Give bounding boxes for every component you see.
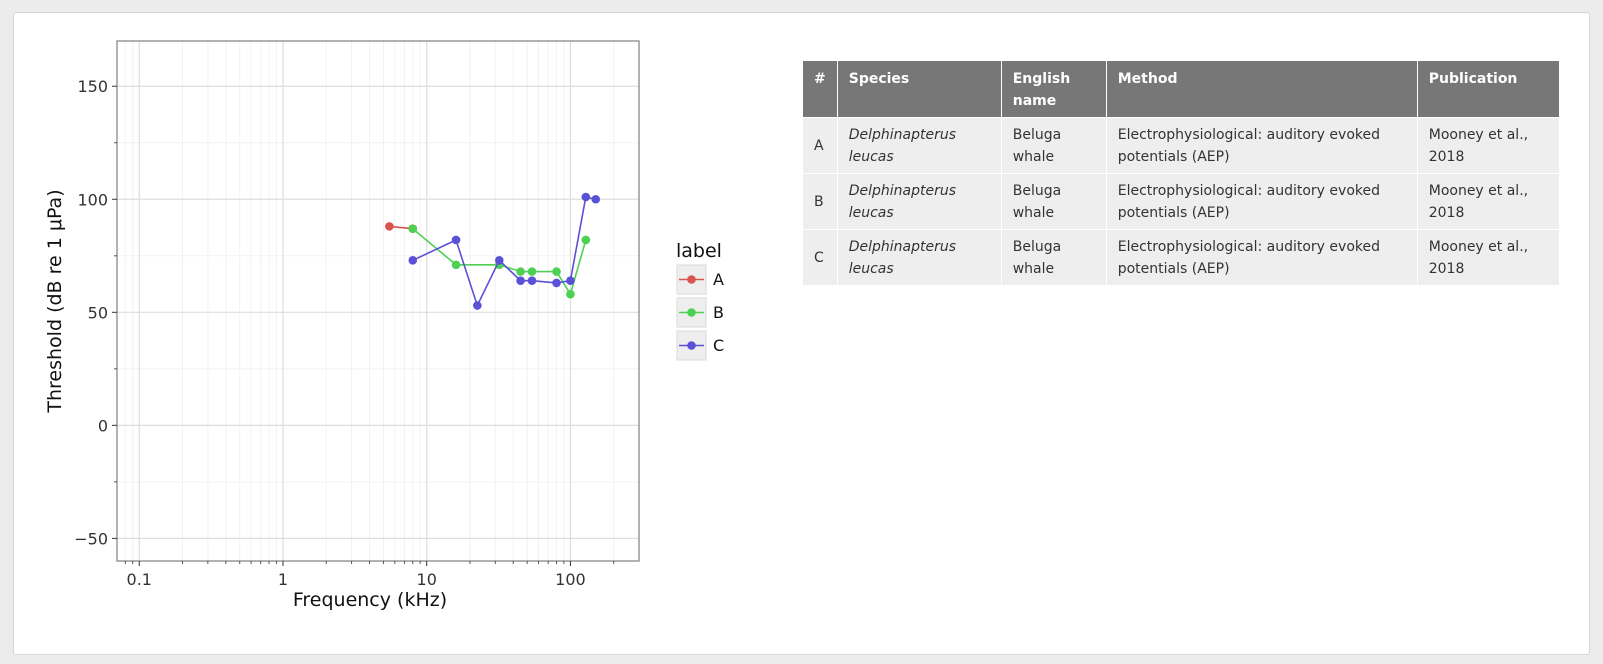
header-english-name: English name xyxy=(1001,61,1106,117)
header-number: # xyxy=(803,61,837,117)
data-point-b xyxy=(451,260,461,270)
series-line-b xyxy=(412,228,587,297)
table-header-row: # Species English name Method Publicatio… xyxy=(803,61,1559,117)
data-point-c xyxy=(591,194,601,204)
header-species: Species xyxy=(837,61,1001,117)
row-english-name: Beluga whale xyxy=(1001,230,1106,285)
row-english-name: Beluga whale xyxy=(1001,118,1106,173)
species-table: # Species English name Method Publicatio… xyxy=(802,60,1560,286)
legend-label: A xyxy=(713,270,724,289)
legend-key-point xyxy=(687,308,696,317)
x-tick-label: 0.1 xyxy=(127,570,152,589)
data-point-b xyxy=(527,267,537,276)
y-tick-label: 0 xyxy=(98,416,108,435)
row-publication: Mooney et al., 2018 xyxy=(1417,118,1559,173)
data-point-c xyxy=(552,278,561,288)
legend-title: label xyxy=(676,240,722,262)
row-method: Electrophysiological: auditory evoked po… xyxy=(1106,118,1417,173)
table-row: B Delphinapterus leucas Beluga whale Ele… xyxy=(803,174,1559,229)
row-method: Electrophysiological: auditory evoked po… xyxy=(1106,174,1417,229)
y-tick-label: −50 xyxy=(74,529,108,548)
legend-label: C xyxy=(713,336,724,355)
y-tick-label: 150 xyxy=(77,77,108,96)
series-layer xyxy=(385,192,601,310)
x-axis-label: Frequency (kHz) xyxy=(293,589,447,611)
header-method: Method xyxy=(1106,61,1417,117)
series-line-c xyxy=(412,196,596,308)
data-point-c xyxy=(516,276,525,285)
table-row: C Delphinapterus leucas Beluga whale Ele… xyxy=(803,230,1559,285)
data-point-b xyxy=(566,289,575,299)
threshold-chart: 0.1 1 10 100 150 100 50 0 −50 Frequency (kHz) Th… xyxy=(44,40,724,611)
data-point-c xyxy=(581,192,591,202)
data-point-c xyxy=(451,235,461,245)
row-species: Delphinapterus leucas xyxy=(837,118,1001,173)
legend: label ABC xyxy=(676,240,724,361)
row-publication: Mooney et al., 2018 xyxy=(1417,230,1559,285)
row-method: Electrophysiological: auditory evoked po… xyxy=(1106,230,1417,285)
data-point-b xyxy=(408,224,418,233)
legend-key-point xyxy=(687,341,696,350)
data-point-b xyxy=(552,267,561,276)
row-id: B xyxy=(803,174,837,229)
data-point-a xyxy=(385,222,394,231)
row-publication: Mooney et al., 2018 xyxy=(1417,174,1559,229)
grid xyxy=(117,41,639,561)
row-species: Delphinapterus leucas xyxy=(837,174,1001,229)
data-point-b xyxy=(581,235,591,245)
y-tick-label: 100 xyxy=(77,190,108,209)
data-point-c xyxy=(408,256,418,265)
axis-ticks: 0.1 1 10 100 150 100 50 0 −50 xyxy=(74,77,615,589)
data-point-c xyxy=(495,256,504,265)
legend-key-point xyxy=(687,275,696,284)
y-axis-label: Threshold (dB re 1 μPa) xyxy=(44,189,66,413)
y-tick-label: 50 xyxy=(88,303,108,322)
row-id: C xyxy=(803,230,837,285)
header-publication: Publication xyxy=(1417,61,1559,117)
table-row: A Delphinapterus leucas Beluga whale Ele… xyxy=(803,118,1559,173)
data-point-c xyxy=(566,276,575,285)
row-species: Delphinapterus leucas xyxy=(837,230,1001,285)
data-point-c xyxy=(527,276,537,285)
x-tick-label: 100 xyxy=(555,570,586,589)
legend-label: B xyxy=(713,303,724,322)
row-id: A xyxy=(803,118,837,173)
x-tick-label: 10 xyxy=(417,570,437,589)
plot-frame xyxy=(116,40,640,562)
row-english-name: Beluga whale xyxy=(1001,174,1106,229)
data-point-c xyxy=(473,301,482,310)
data-point-b xyxy=(516,267,525,276)
x-tick-label: 1 xyxy=(278,570,288,589)
